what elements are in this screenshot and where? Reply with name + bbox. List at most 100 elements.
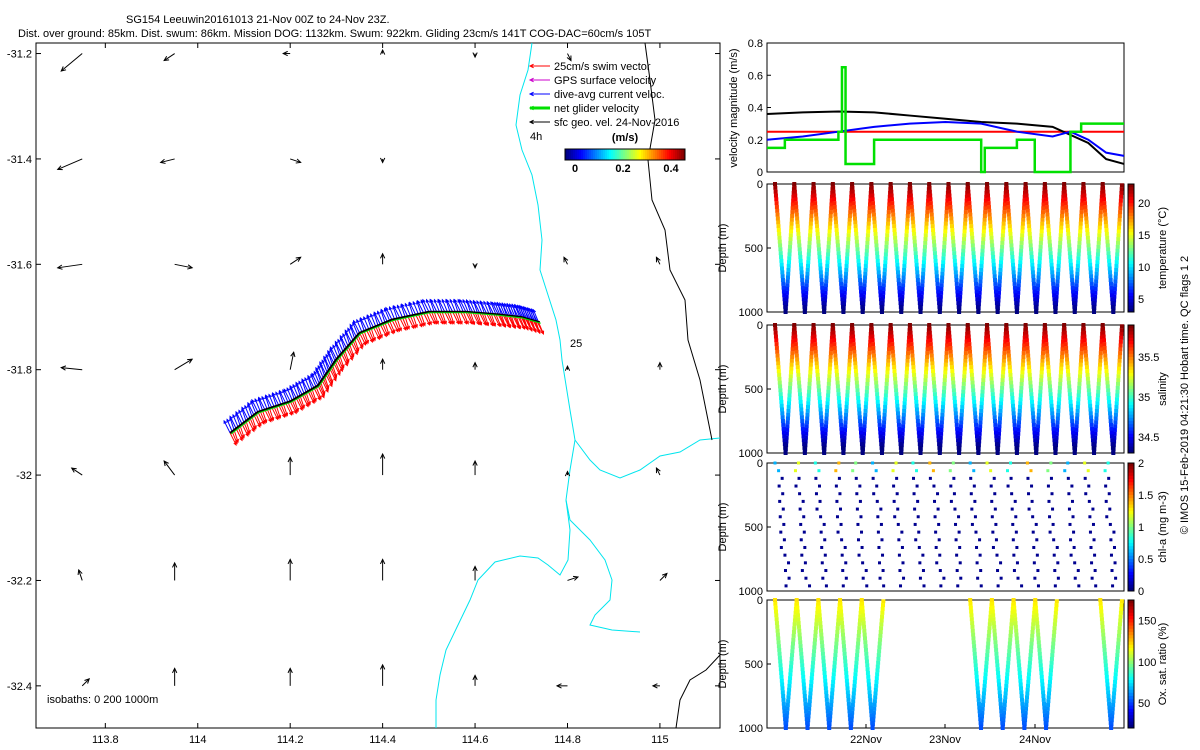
dac-vector-head xyxy=(441,298,445,303)
dac-vector xyxy=(325,354,332,367)
map-colorbar-cell xyxy=(591,149,594,160)
oxygen-colorbar-cell xyxy=(1128,648,1134,652)
swim-vector xyxy=(355,336,363,349)
legend-label: sfc geo. vel. 24-Nov-2016 xyxy=(554,117,679,129)
dac-vector xyxy=(370,314,377,327)
net-glider-track xyxy=(230,312,541,435)
chla-colorbar-cell xyxy=(1128,472,1134,477)
salinity-colorbar-cell xyxy=(1128,357,1134,361)
dac-vector xyxy=(462,299,469,313)
dac-vector xyxy=(282,389,289,403)
sfc-velocity-arrow-head xyxy=(379,452,386,459)
map-colorbar-cell xyxy=(647,149,650,160)
map-colorbar-cell xyxy=(677,149,680,160)
dac-vector xyxy=(327,350,335,364)
swim-vector xyxy=(469,311,475,325)
swim-vector-head xyxy=(290,411,294,416)
dac-vector-head xyxy=(401,303,405,308)
temperature-colorbar-cell xyxy=(1128,235,1134,239)
chla-colorbar-cell xyxy=(1128,565,1134,570)
salinity-colorbar-cell xyxy=(1128,366,1134,371)
date-x-tick-label: 23Nov xyxy=(929,734,961,746)
dac-vector xyxy=(449,299,456,312)
sfc-velocity-arrow xyxy=(163,53,175,61)
oxygen-colorbar-cell xyxy=(1128,702,1134,707)
sfc-velocity-arrow-head xyxy=(60,365,67,371)
swim-vector xyxy=(389,320,396,333)
dac-vector xyxy=(522,307,530,320)
sfc-velocity-arrow-head xyxy=(70,467,77,473)
temperature-y-tick-label: 0 xyxy=(757,179,763,191)
velocity-y-tick-label: 0.6 xyxy=(748,70,763,82)
dac-vector-head xyxy=(417,299,421,304)
swim-vector xyxy=(441,311,447,324)
swim-vector xyxy=(391,319,399,332)
side-note: © IMOS 15-Feb-2019 04:21:30 Hobart time.… xyxy=(1179,256,1191,534)
swim-vector-head xyxy=(326,385,330,390)
chla-colorbar-cell xyxy=(1128,555,1134,560)
map-y-tick-label: -31.6 xyxy=(7,259,32,271)
salinity-colorbar-cell xyxy=(1128,373,1134,377)
oxygen-colorbar-cell xyxy=(1128,692,1134,697)
swim-vector xyxy=(507,315,515,328)
map-colorbar-cell xyxy=(615,149,618,160)
swim-vector-head xyxy=(318,395,322,400)
dac-vector xyxy=(254,398,261,412)
sfc-velocity-arrow xyxy=(289,256,301,265)
swim-vector xyxy=(431,311,437,324)
legend-label: 25cm/s swim vector xyxy=(554,61,651,73)
temperature-colorbar-cell xyxy=(1128,251,1134,255)
salinity-colorbar-cell xyxy=(1128,405,1134,409)
swim-vector xyxy=(313,387,321,400)
dac-vector xyxy=(265,395,273,408)
chla-colorbar-cell xyxy=(1128,562,1134,566)
dac-vector-head xyxy=(506,303,510,308)
dac-vector-head xyxy=(332,344,336,349)
swim-vector xyxy=(255,413,262,426)
dac-vector xyxy=(247,404,253,417)
map-colorbar-cell xyxy=(575,149,578,160)
swim-vector xyxy=(303,393,310,406)
dac-vector xyxy=(506,303,514,317)
dac-vector xyxy=(441,299,448,312)
dac-vector-head xyxy=(254,398,258,403)
sfc-velocity-arrow-head xyxy=(287,456,293,463)
map-colorbar-cell xyxy=(619,149,622,160)
map-y-tick-label: -31.2 xyxy=(7,49,32,61)
dac-vector-head xyxy=(329,346,334,351)
dac-vector-head xyxy=(499,302,503,307)
map-colorbar-cell xyxy=(597,149,600,160)
swim-vector xyxy=(241,423,249,437)
oxygen-colorbar-tick-label: 100 xyxy=(1138,657,1156,669)
swim-vector xyxy=(438,311,445,324)
map-colorbar-cell xyxy=(653,149,656,160)
dac-vector xyxy=(349,324,357,337)
salinity-colorbar-cell xyxy=(1128,334,1134,339)
swim-vector xyxy=(386,321,394,334)
salinity-colorbar-cell xyxy=(1128,417,1134,422)
chla-colorbar-cell xyxy=(1128,495,1134,499)
chla-colorbar-cell xyxy=(1128,475,1134,480)
chla-colorbar-tick-label: 2 xyxy=(1138,458,1144,470)
dac-vector xyxy=(422,299,430,312)
temperature-colorbar-cell xyxy=(1128,286,1134,291)
sfc-velocity-arrow xyxy=(289,352,295,370)
dac-vector xyxy=(514,304,522,318)
swim-vector xyxy=(311,388,317,402)
dac-vector-head xyxy=(509,303,513,308)
swim-vector xyxy=(239,425,245,438)
salinity-colorbar-cell xyxy=(1128,446,1134,451)
dac-vector-head xyxy=(511,303,515,308)
map-y-tick-label: -31.4 xyxy=(7,154,32,166)
dac-vector-head xyxy=(491,301,495,306)
salinity-colorbar-cell xyxy=(1128,398,1134,403)
temperature-colorbar-cell xyxy=(1128,232,1134,236)
dac-vector xyxy=(473,300,481,314)
swim-vector xyxy=(444,311,452,324)
dac-vector xyxy=(342,333,349,347)
dac-vector-head xyxy=(459,298,463,303)
swim-vector xyxy=(231,431,238,444)
oxygen-colorbar-cell xyxy=(1128,718,1134,723)
swim-vector-head xyxy=(333,373,338,378)
swim-vector xyxy=(280,404,287,417)
